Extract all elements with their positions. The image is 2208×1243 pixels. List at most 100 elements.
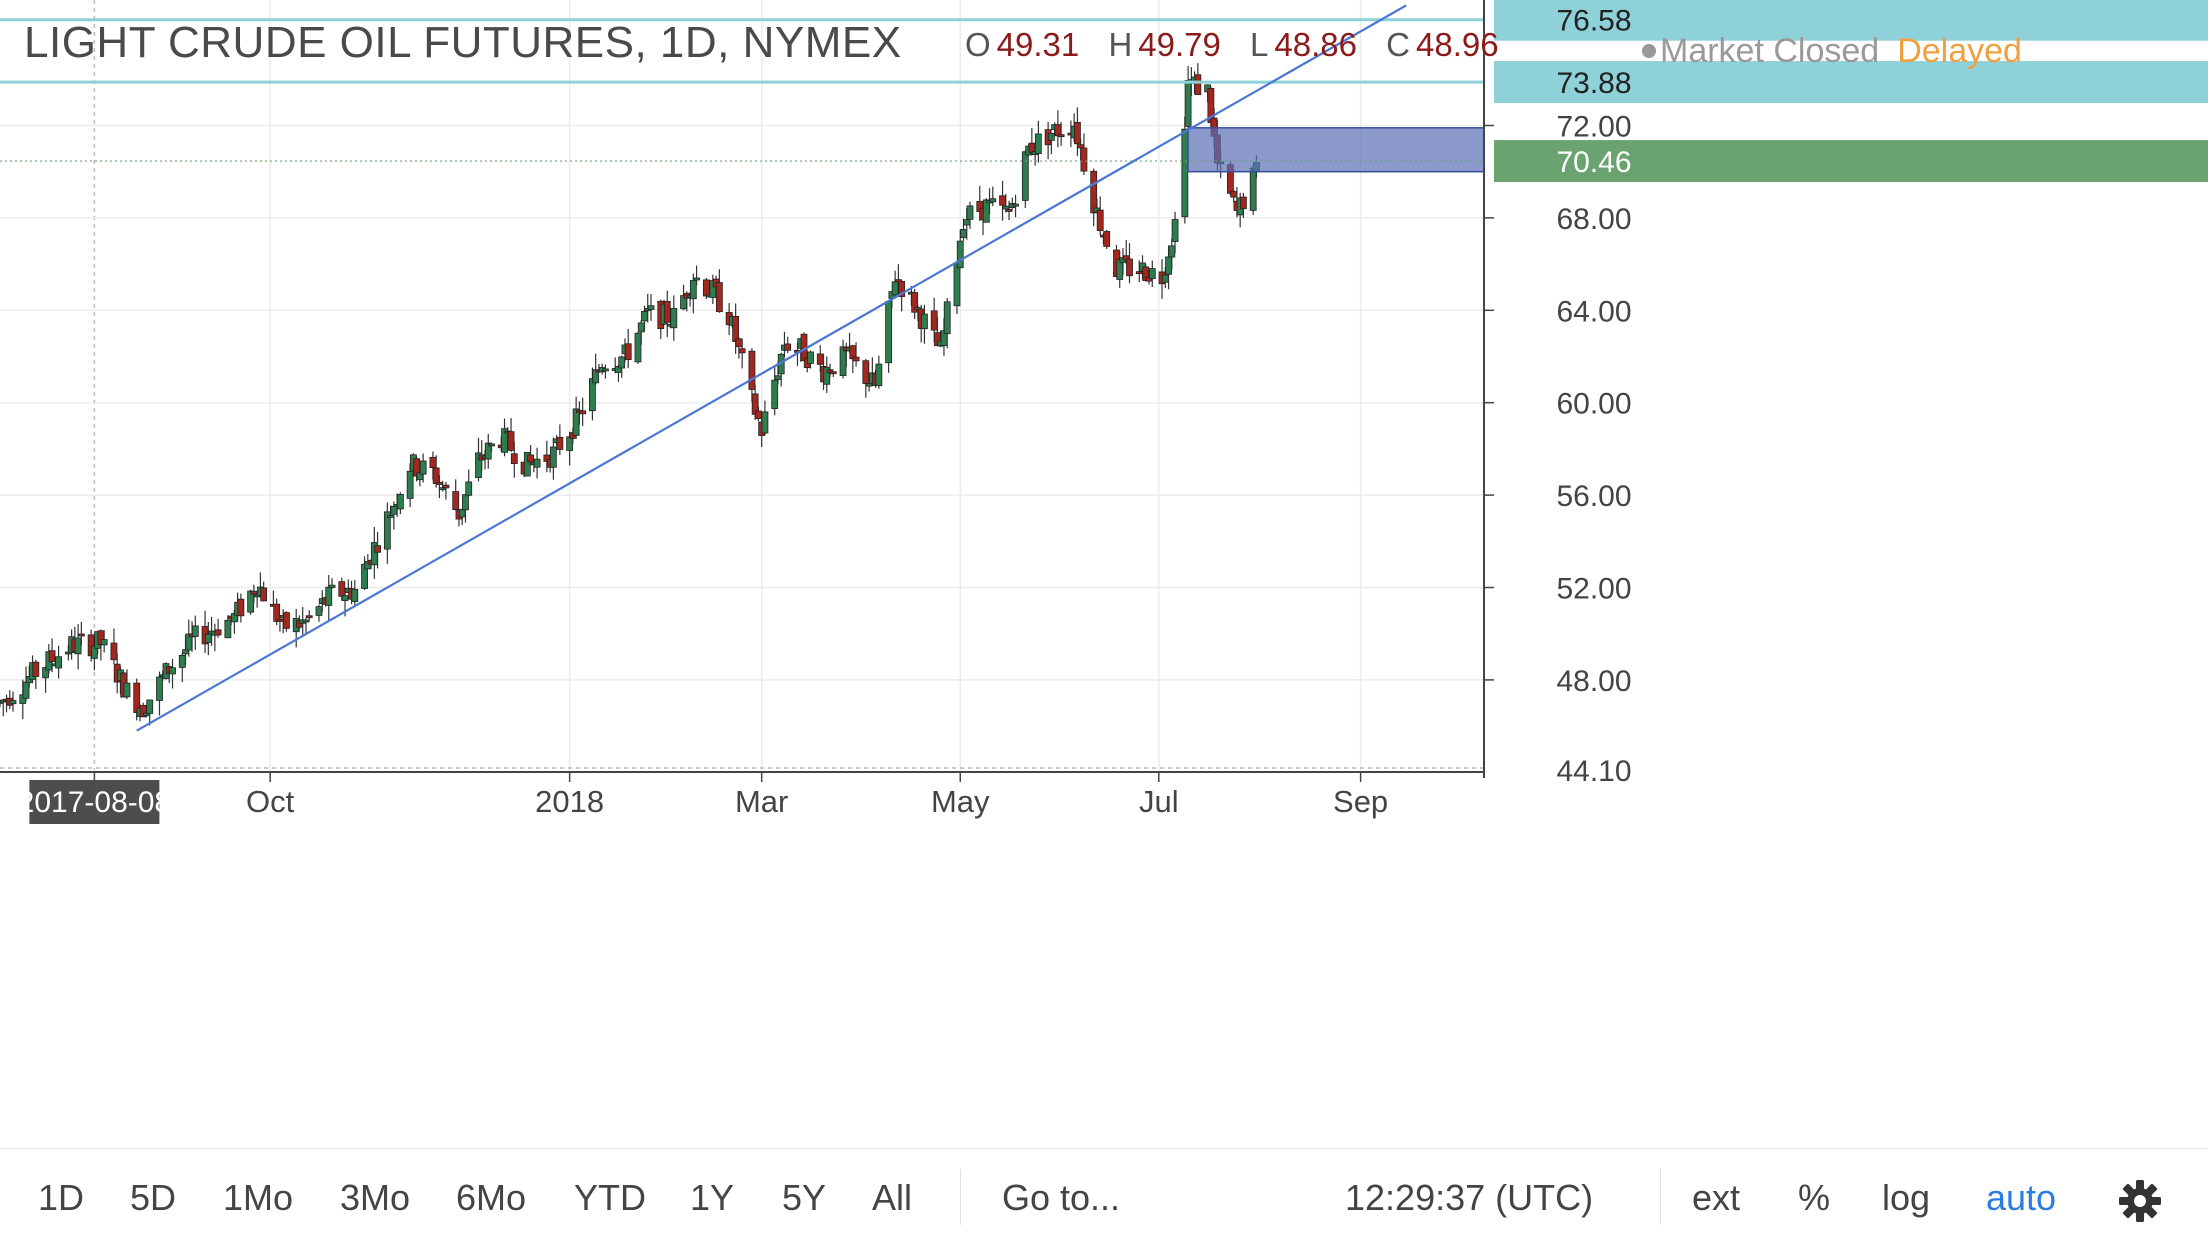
candle-up (966, 205, 974, 220)
candle-up (465, 481, 473, 496)
log-toggle[interactable]: log (1882, 1177, 1931, 1218)
candle-up (302, 619, 310, 623)
candle-up (693, 277, 700, 281)
resistance-price-tag (1494, 61, 2208, 104)
candle-up (989, 198, 997, 203)
y-axis-panel (1484, 0, 2208, 778)
candle-up (204, 633, 212, 643)
candle-down (911, 292, 919, 313)
candle-up (74, 637, 82, 655)
candle-down (748, 350, 756, 390)
candle-down (624, 343, 632, 360)
range-1mo-button[interactable]: 1Mo (223, 1177, 294, 1218)
candle-up (774, 375, 782, 380)
candle-up (549, 446, 557, 468)
candle-up (647, 305, 655, 310)
candle-down (283, 612, 290, 629)
candle-up (602, 368, 609, 372)
candle-up (953, 262, 961, 307)
high-label: H (1108, 26, 1133, 63)
candle-down (784, 343, 792, 351)
high-value: 49.79 (1138, 26, 1221, 63)
y-tick-label: 56.00 (1556, 480, 1631, 513)
candle-down (663, 301, 671, 323)
low-label: L (1250, 26, 1269, 63)
candle-up (328, 584, 336, 589)
candle-up (178, 654, 186, 668)
x-tick-label: 2017-08-08 (18, 786, 171, 819)
candle-down (1005, 208, 1013, 212)
candle-down (1054, 124, 1062, 137)
candle-down (436, 482, 443, 485)
candle-up (1165, 256, 1172, 275)
candle-up (956, 240, 964, 269)
range-6mo-button[interactable]: 6Mo (456, 1177, 527, 1218)
candle-up (589, 378, 596, 412)
candle-up (1012, 203, 1019, 207)
chart-title: LIGHT CRUDE OIL FUTURES, 1D, NYMEX (24, 18, 902, 67)
candle-up (943, 301, 951, 335)
open-value: 49.31 (996, 26, 1080, 63)
ext-toggle[interactable]: ext (1692, 1177, 1741, 1218)
candle-up (1184, 80, 1192, 127)
low-value: 48.86 (1274, 26, 1357, 63)
candle-down (556, 436, 564, 450)
candle-up (618, 356, 626, 369)
candle-down (1074, 121, 1081, 145)
candle-down (1126, 258, 1133, 277)
candle-down (702, 279, 710, 297)
candle-down (579, 410, 587, 415)
candle-down (77, 633, 85, 637)
candle-down (432, 467, 440, 484)
candle-down (338, 581, 346, 597)
candle-down (507, 431, 515, 451)
candle-up (22, 681, 30, 699)
candle-up (670, 308, 678, 329)
percent-toggle[interactable]: % (1798, 1177, 1831, 1218)
candle-down (999, 195, 1006, 206)
ohlc-readout: O 49.31 H 49.79 L 48.86 C 48.96 (965, 26, 1519, 64)
auto-toggle[interactable]: auto (1986, 1177, 2057, 1218)
range-1d-button[interactable]: 1D (38, 1177, 85, 1218)
price-chart[interactable]: 2017-08-08 Oct 2018 Mar May Jul Sep 48.00 52.00… (0, 0, 2208, 1148)
candle-up (865, 383, 873, 387)
candle-up (963, 219, 971, 226)
candle-up (1148, 268, 1156, 280)
candle-up (458, 508, 466, 518)
candle-up (100, 639, 108, 646)
utc-clock[interactable]: 12:29:37 (UTC) (1345, 1177, 1594, 1218)
candle-up (641, 311, 648, 322)
candle-down (452, 491, 460, 510)
candle-down (442, 484, 450, 489)
range-5y-button[interactable]: 5Y (782, 1177, 827, 1218)
candle-down (429, 456, 437, 469)
candle-down (260, 587, 268, 602)
crosshair-date-tag (29, 780, 160, 824)
range-3mo-button[interactable]: 3Mo (340, 1177, 411, 1218)
y-tick-label: 72.00 (1556, 111, 1631, 144)
candle-up (156, 676, 163, 701)
y-tick-label: 60.00 (1556, 388, 1631, 421)
gear-icon[interactable] (2118, 1179, 2162, 1223)
range-all-button[interactable]: All (872, 1177, 913, 1218)
candle-up (637, 322, 645, 333)
candle-down (1240, 196, 1247, 210)
candle-up (169, 667, 176, 675)
y-tick-label: 68.00 (1556, 203, 1631, 236)
candle-up (383, 511, 391, 550)
candle-down (276, 618, 284, 622)
supply-zone-rectangle (1187, 127, 1485, 173)
y-tick-label: 48.00 (1556, 665, 1631, 698)
goto-button[interactable]: Go to... (1002, 1177, 1121, 1218)
candle-down (898, 281, 906, 297)
candle-up (123, 682, 131, 698)
range-ytd-button[interactable]: YTD (574, 1177, 646, 1218)
candle-down (852, 356, 860, 362)
candle-down (527, 454, 534, 463)
range-5d-button[interactable]: 5D (130, 1177, 177, 1218)
range-1y-button[interactable]: 1Y (690, 1177, 735, 1218)
market-status: Market Closed Delayed (1642, 32, 2022, 71)
candle-down (32, 661, 40, 677)
candle-down (755, 410, 762, 420)
bottom-price-tag-label: 44.10 (1556, 755, 1631, 788)
